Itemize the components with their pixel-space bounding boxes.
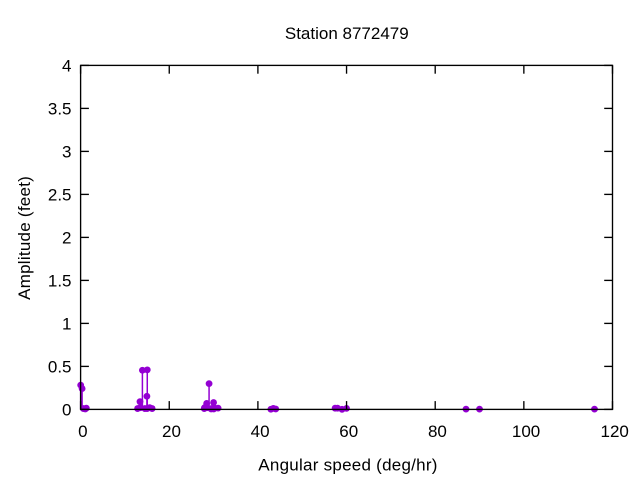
svg-text:Angular speed (deg/hr): Angular speed (deg/hr) — [258, 456, 437, 475]
svg-text:60: 60 — [339, 422, 358, 441]
svg-text:1.5: 1.5 — [48, 271, 72, 290]
svg-text:3.5: 3.5 — [48, 99, 72, 118]
svg-text:40: 40 — [251, 422, 270, 441]
svg-text:3: 3 — [62, 142, 71, 161]
svg-text:120: 120 — [601, 422, 629, 441]
svg-text:2.5: 2.5 — [48, 185, 72, 204]
svg-text:Station 8772479: Station 8772479 — [285, 24, 409, 43]
svg-text:80: 80 — [428, 422, 447, 441]
svg-text:100: 100 — [512, 422, 540, 441]
svg-text:2: 2 — [62, 228, 71, 247]
svg-text:20: 20 — [162, 422, 181, 441]
svg-text:1: 1 — [62, 314, 71, 333]
svg-text:0.5: 0.5 — [48, 357, 72, 376]
svg-text:Amplitude (feet): Amplitude (feet) — [15, 176, 34, 300]
svg-text:0: 0 — [62, 400, 71, 419]
svg-text:4: 4 — [62, 56, 71, 75]
svg-text:0: 0 — [78, 422, 87, 441]
